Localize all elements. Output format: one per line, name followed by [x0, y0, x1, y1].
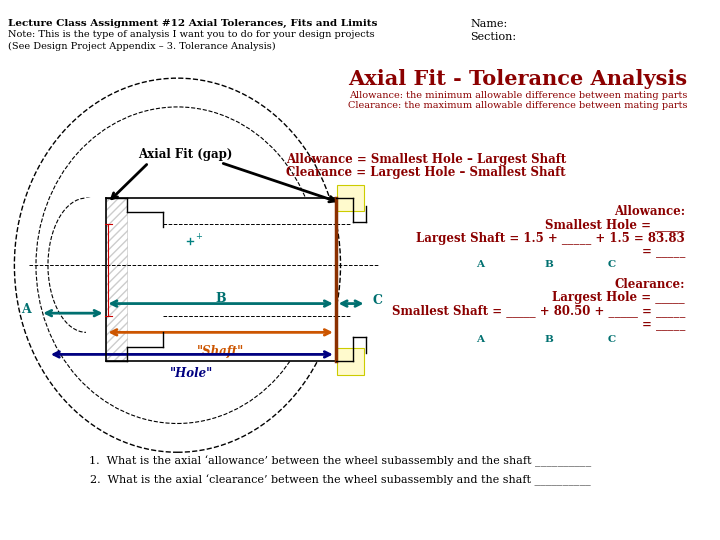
Text: A: A	[476, 335, 484, 344]
Text: Clearance:: Clearance:	[614, 278, 685, 291]
Bar	[106, 198, 127, 361]
Text: Section:: Section:	[470, 32, 516, 42]
Text: = _____: = _____	[642, 245, 685, 258]
Text: = _____: = _____	[642, 318, 685, 331]
Text: Smallest Hole = _____: Smallest Hole = _____	[545, 218, 685, 231]
Text: Allowance: the minimum allowable difference between mating parts: Allowance: the minimum allowable differe…	[348, 91, 687, 99]
Text: Axial Fit - Tolerance Analysis: Axial Fit - Tolerance Analysis	[348, 69, 688, 89]
Bar	[337, 185, 364, 212]
Text: B: B	[215, 292, 226, 305]
Text: Largest Hole = _____: Largest Hole = _____	[552, 291, 685, 304]
Text: "Hole": "Hole"	[170, 367, 213, 380]
Text: 2.  What is the axial ‘clearance’ between the wheel subassembly and the shaft __: 2. What is the axial ‘clearance’ between…	[90, 474, 591, 486]
Text: Clearance: the maximum allowable difference between mating parts: Clearance: the maximum allowable differe…	[348, 101, 688, 110]
Text: Axial Fit (gap): Axial Fit (gap)	[138, 148, 233, 161]
Text: Clearance = Largest Hole – Smallest Shaft: Clearance = Largest Hole – Smallest Shaf…	[287, 166, 566, 179]
Text: "Shaft": "Shaft"	[197, 345, 244, 358]
Text: 1.  What is the axial ‘allowance’ between the wheel subassembly and the shaft __: 1. What is the axial ‘allowance’ between…	[89, 455, 592, 467]
Bar	[337, 348, 364, 375]
Text: Lecture Class Assignment #12 Axial Tolerances, Fits and Limits: Lecture Class Assignment #12 Axial Toler…	[8, 19, 377, 28]
Text: (See Design Project Appendix – 3. Tolerance Analysis): (See Design Project Appendix – 3. Tolera…	[8, 42, 275, 51]
Text: C: C	[608, 335, 616, 344]
Text: A: A	[476, 260, 484, 269]
Text: +: +	[194, 232, 202, 241]
Text: C: C	[372, 294, 382, 307]
Text: B: B	[544, 335, 553, 344]
Text: Allowance:: Allowance:	[613, 205, 685, 218]
Text: Smallest Shaft = _____ + 80.50 + _____ = _____: Smallest Shaft = _____ + 80.50 + _____ =…	[392, 305, 685, 318]
Text: Allowance = Smallest Hole – Largest Shaft: Allowance = Smallest Hole – Largest Shaf…	[286, 153, 566, 166]
Text: Note: This is the type of analysis I want you to do for your design projects: Note: This is the type of analysis I wan…	[8, 30, 374, 39]
Text: B: B	[544, 260, 553, 269]
Bar	[86, 198, 336, 361]
Text: Name:: Name:	[470, 19, 508, 29]
Text: C: C	[608, 260, 616, 269]
Text: A: A	[21, 303, 31, 316]
Text: Largest Shaft = 1.5 + _____ + 1.5 = 83.83: Largest Shaft = 1.5 + _____ + 1.5 = 83.8…	[416, 232, 685, 245]
